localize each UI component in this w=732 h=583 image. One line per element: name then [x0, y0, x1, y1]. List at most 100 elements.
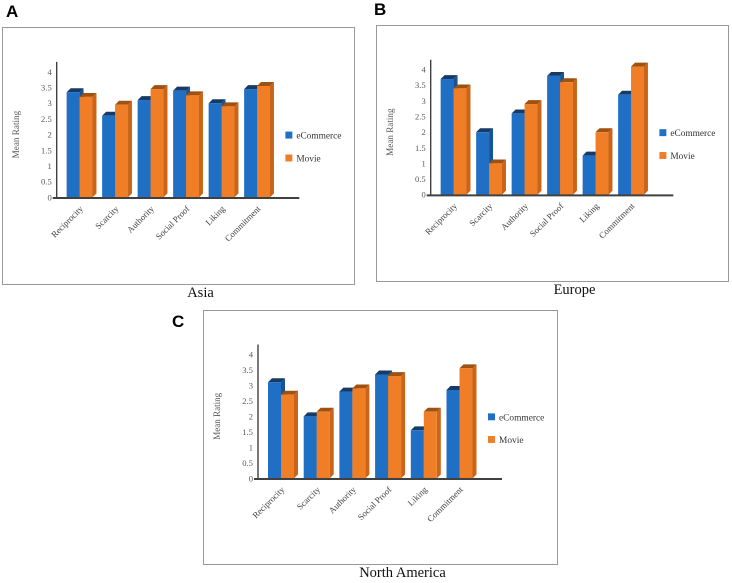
bar-liking-movie [595, 128, 613, 195]
bar-top-face [476, 128, 494, 133]
bar-side-face [234, 102, 239, 198]
bar-top-face [102, 111, 120, 116]
caption-north-america: North America [359, 565, 446, 581]
bar-side-face [501, 159, 506, 195]
bar-side-face [294, 390, 298, 479]
legend-swatch-ecommerce [659, 129, 667, 137]
bar-side-face [401, 372, 406, 479]
bar-top-face [453, 84, 471, 89]
bar-side-face [365, 384, 370, 479]
bar-side-face [643, 62, 648, 195]
y-tick-label: 0 [47, 192, 51, 202]
x-category-label: Social Proof [154, 204, 192, 242]
bar-top-face [375, 370, 393, 375]
y-tick-label: 2 [47, 130, 51, 140]
bar-front-face [281, 394, 294, 479]
bar-authority-movie [524, 100, 542, 195]
y-tick-label: 3.5 [415, 80, 426, 90]
bar-social-proof-movie [388, 372, 406, 479]
bar-top-face [79, 92, 97, 97]
bar-top-face [595, 128, 613, 133]
bar-top-face [150, 85, 168, 90]
legend-label-ecommerce: eCommerce [670, 129, 715, 139]
bar-front-face [489, 163, 502, 195]
bar-top-face [257, 81, 274, 86]
bar-front-face [375, 374, 389, 479]
bar-side-face [537, 100, 542, 195]
legend-label-ecommerce: eCommerce [296, 132, 341, 142]
bar-side-face [572, 78, 577, 195]
bar-front-face [115, 104, 128, 198]
bar-commitment-movie [459, 364, 477, 479]
legend-label-ecommerce: eCommerce [499, 413, 544, 423]
bar-chart-asia: 0 0.5 1 1.5 2 2.5 3 3.5 4 Mean Rating Reciprocity S… [11, 61, 341, 243]
bar-top-face [618, 90, 636, 95]
bar-front-face [244, 89, 258, 198]
y-tick-label: 3 [421, 96, 425, 106]
y-tick-label: 3.5 [242, 365, 253, 375]
bar-front-face [316, 411, 330, 479]
bar-top-face [173, 86, 191, 91]
bar-front-face [410, 430, 424, 479]
y-tick-label: 1.5 [41, 145, 52, 155]
x-category-label: Social Proof [528, 201, 566, 239]
bar-top-face [339, 387, 357, 392]
bar-side-face [436, 407, 441, 479]
bar-top-face [352, 384, 370, 389]
panel-label-a: A [6, 2, 19, 21]
y-tick-label: 0 [421, 190, 425, 200]
bar-scarcity-movie [316, 407, 334, 479]
bar-front-face [388, 376, 402, 479]
legend-swatch-movie [659, 152, 667, 159]
x-category-label: Reciprocity [49, 203, 85, 239]
x-category-label: Liking [577, 200, 601, 224]
legend-swatch-movie [488, 436, 495, 443]
legend-swatch-ecommerce [285, 131, 293, 139]
bar-front-face [352, 388, 366, 479]
panel-label-b: B [374, 0, 387, 19]
y-tick-label: 2 [249, 411, 253, 421]
bar-top-face [560, 78, 577, 83]
bar-front-face [595, 132, 609, 195]
bar-scarcity-movie [115, 100, 132, 198]
x-category-label: Commitment [223, 203, 263, 243]
y-tick-label: 2.5 [242, 396, 253, 406]
legend-label-movie: Movie [670, 152, 694, 162]
bar-top-face [459, 364, 477, 369]
y-tick-label: 1 [47, 161, 51, 171]
bar-front-face [453, 88, 467, 195]
bar-front-face [618, 94, 632, 195]
bar-top-face [440, 75, 458, 80]
chart-frame-north-america: 0 0.5 1 1.5 2 2.5 3 3.5 4 Mean Rating Reciprocity S… [203, 310, 558, 565]
x-category-label: Reciprocity [250, 484, 287, 520]
y-tick-label: 1.5 [242, 427, 253, 437]
x-category-label: Authority [125, 203, 157, 235]
y-tick-label: 3.5 [41, 82, 52, 92]
bar-top-face [186, 91, 203, 96]
bar-top-face [115, 100, 132, 105]
bar-top-face [137, 96, 155, 101]
y-tick-label: 2 [421, 127, 425, 137]
legend-label-movie: Movie [296, 154, 320, 164]
y-tick-label: 1 [421, 158, 425, 168]
x-category-label: Scarcity [295, 484, 323, 512]
bar-top-face [388, 372, 406, 377]
y-tick-label: 2.5 [415, 112, 426, 122]
bar-front-face [476, 132, 490, 195]
chart-frame-asia: 0 0.5 1 1.5 2 2.5 3 3.5 4 Mean Rating Reciprocity S… [2, 27, 355, 285]
bar-side-face [608, 128, 613, 195]
y-tick-label: 3 [249, 380, 253, 390]
panel-north-america: C 0 0.5 1 1.5 2 2.5 3 3.5 4 Mean Rating Reciprocit… [172, 308, 558, 582]
bar-authority-movie [352, 384, 370, 479]
bar-side-face [163, 85, 168, 198]
panel-europe: B 0 0.5 1 1.5 2 2.5 3 3.5 4 Mean Rating Reciprocit… [374, 0, 729, 299]
bar-top-face [547, 71, 565, 76]
x-category-label: Liking [406, 484, 430, 508]
bar-side-face [198, 91, 203, 198]
bar-front-face [446, 389, 460, 479]
bar-front-face [186, 95, 199, 198]
bar-top-face [511, 109, 529, 114]
bar-side-face [466, 84, 471, 195]
y-axis-title: Mean Rating [385, 108, 395, 156]
